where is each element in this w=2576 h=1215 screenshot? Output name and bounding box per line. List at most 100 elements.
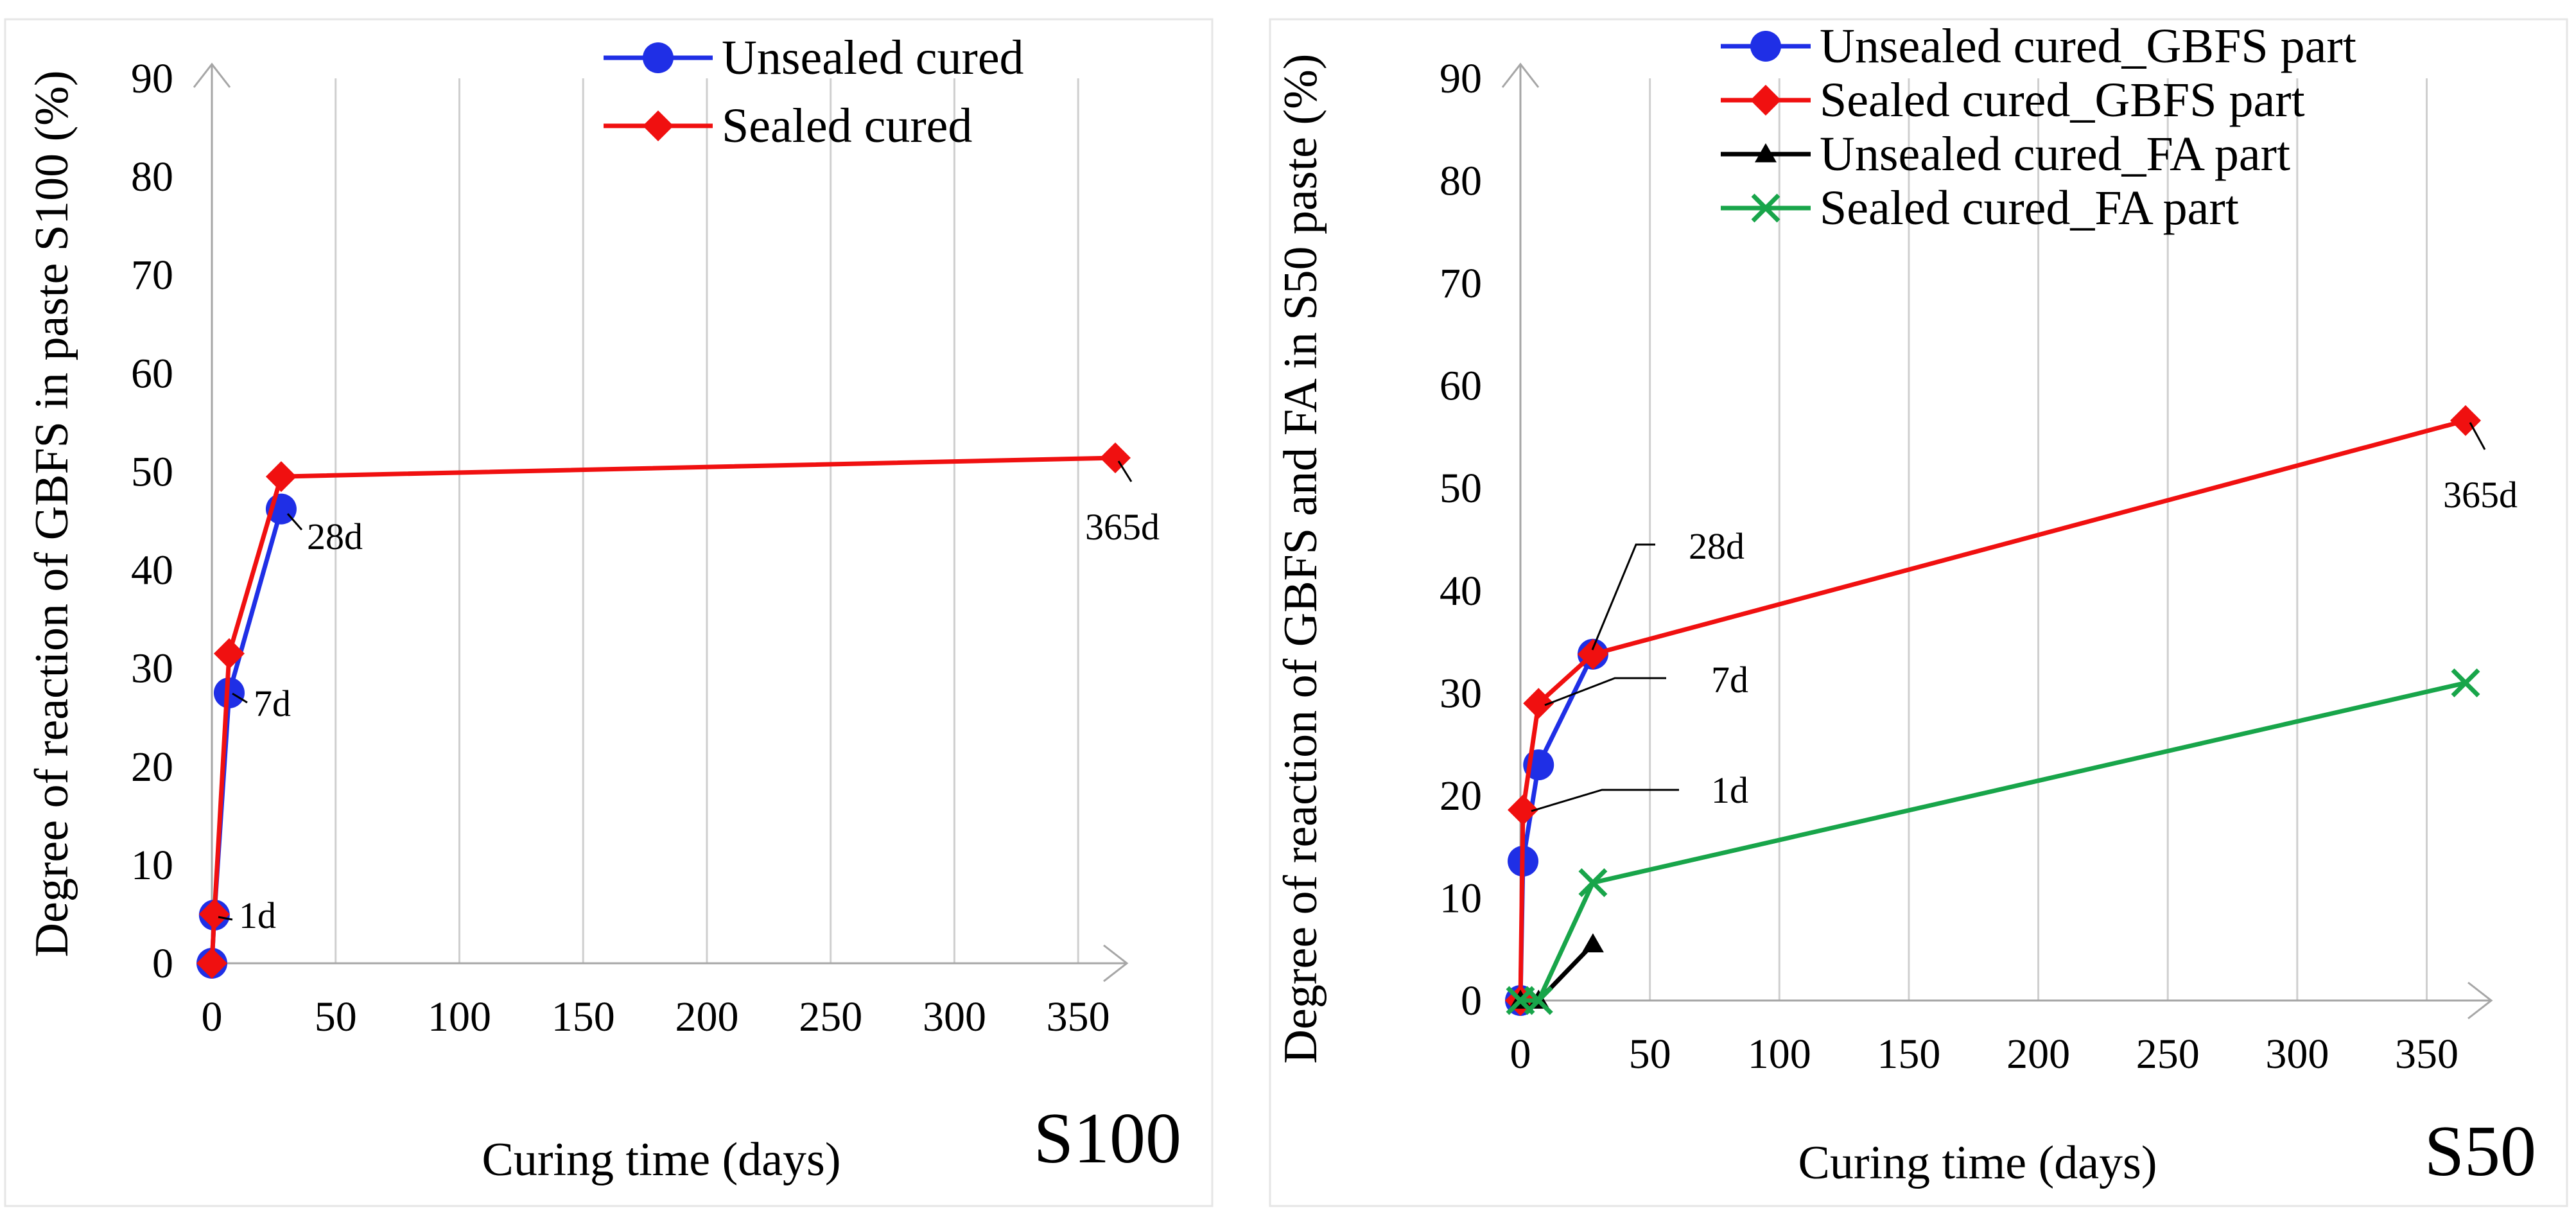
chart-panel-s100: 0 50 100 150 200 250 300 350 0 10 20 30 40 50 60 70 80 9…	[4, 18, 1214, 1207]
data-point	[265, 461, 297, 493]
y-tick-label: 30	[131, 645, 173, 692]
data-point	[198, 898, 230, 930]
x-tick-label: 150	[1877, 1031, 1940, 1078]
y-tick-label: 40	[1440, 568, 1482, 615]
x-axis-arrow	[2467, 981, 2493, 1020]
annotation-leader	[218, 916, 233, 921]
annotation-leader	[1591, 543, 1655, 651]
y-tick-label: 80	[1440, 158, 1482, 205]
y-tick-label: 50	[1440, 465, 1482, 512]
annotation-leader	[1544, 677, 1666, 706]
data-point	[1508, 794, 1539, 826]
data-point	[1524, 986, 1553, 1015]
y-tick-label: 70	[1440, 260, 1482, 307]
data-point	[1755, 143, 1777, 162]
x-axis-title: Curing time (days)	[1798, 1137, 2157, 1189]
data-point	[1578, 868, 1608, 897]
y-tick-label: 60	[1440, 363, 1482, 410]
annotation-label: 7d	[1711, 659, 1748, 701]
series-sealed-cured-gbfs-part	[1505, 405, 2481, 1016]
annotation-label: 28d	[307, 516, 363, 557]
x-tick-label: 50	[1629, 1031, 1671, 1078]
x-axis-arrow	[1103, 944, 1129, 983]
annotation-label: 1d	[239, 895, 276, 936]
legend-entry: Unsealed cured	[604, 31, 1024, 85]
x-tick-label: 100	[1748, 1031, 1811, 1078]
annotation-leader	[286, 513, 303, 530]
annotation-label: 7d	[254, 683, 291, 724]
annotation-leader	[232, 692, 248, 704]
x-tick-label: 50	[315, 993, 357, 1040]
legend-entry: Sealed cured	[604, 99, 972, 153]
data-point	[1581, 933, 1604, 952]
y-tick-label: 90	[131, 55, 173, 102]
x-tick-label: 0	[202, 993, 223, 1040]
y-tick-label: 60	[131, 350, 173, 397]
legend-label: Unsealed cured_FA part	[1820, 127, 2290, 181]
legend-entry: Sealed cured_GBFS part	[1721, 73, 2305, 127]
annotation-leader	[1117, 460, 1133, 482]
annotation-label: 28d	[1689, 525, 1745, 567]
data-point	[643, 42, 674, 73]
annotation-label: 1d	[1711, 769, 1748, 811]
x-tick-label: 250	[2136, 1031, 2200, 1078]
x-tick-label: 300	[923, 993, 986, 1040]
data-point	[2450, 405, 2481, 436]
y-tick-label: 40	[131, 547, 173, 594]
x-tick-label: 350	[2395, 1031, 2459, 1078]
data-point	[1750, 85, 1781, 116]
y-tick-label: 50	[131, 448, 173, 495]
panel-label: S50	[2424, 1112, 2536, 1191]
x-tick-label: 300	[2265, 1031, 2329, 1078]
legend-label: Sealed cured_GBFS part	[1820, 73, 2305, 127]
legend-entry: Unsealed cured_FA part	[1721, 127, 2290, 181]
y-tick-label: 10	[1440, 875, 1482, 922]
x-tick-label: 100	[428, 993, 491, 1040]
data-point	[1577, 638, 1608, 670]
x-tick-label: 200	[675, 993, 738, 1040]
data-point	[1751, 193, 1780, 223]
legend-entry: Sealed cured_FA part	[1721, 181, 2239, 235]
y-tick-label: 80	[131, 153, 173, 200]
series-line	[1520, 680, 2466, 1003]
legend-label: Sealed cured_FA part	[1820, 181, 2239, 235]
annotation-label: 365d	[1085, 506, 1160, 548]
x-tick-label: 250	[799, 993, 862, 1040]
y-tick-label: 10	[131, 842, 173, 889]
y-axis-title: Degree of reaction of GBFS in paste S100…	[26, 71, 78, 957]
y-axis-arrow	[193, 62, 231, 88]
y-tick-label: 0	[1461, 977, 1482, 1024]
x-tick-label: 150	[552, 993, 615, 1040]
y-tick-label: 20	[1440, 773, 1482, 819]
data-point	[1523, 688, 1554, 719]
y-tick-label: 20	[131, 744, 173, 791]
y-axis-arrow	[1501, 62, 1540, 88]
data-point	[1100, 442, 1131, 474]
legend-label: Unsealed cured_GBFS part	[1820, 19, 2356, 73]
y-tick-label: 0	[152, 940, 173, 987]
x-tick-label: 350	[1047, 993, 1110, 1040]
panel-label: S100	[1034, 1099, 1181, 1178]
x-axis-title: Curing time (days)	[482, 1133, 840, 1186]
chart-panel-s50: 0 50 100 150 200 250 300 350 0 10 20 30 40 50 60 70 80 9…	[1269, 18, 2568, 1207]
data-point	[213, 638, 245, 669]
annotation-label: 365d	[2443, 474, 2518, 516]
data-point	[1750, 31, 1781, 62]
y-tick-label: 30	[1440, 670, 1482, 717]
annotation-leader	[2469, 422, 2486, 450]
data-point	[643, 110, 674, 141]
series-sealed-cured	[196, 442, 1131, 979]
legend-label: Sealed cured	[722, 99, 972, 153]
annotation-leader	[1531, 789, 1679, 812]
legend-label: Unsealed cured	[722, 31, 1024, 85]
legend-entry: Unsealed cured_GBFS part	[1721, 19, 2356, 73]
data-point	[196, 948, 227, 979]
x-tick-label: 0	[1510, 1031, 1531, 1078]
y-axis-title: Degree of reaction of GBFS and FA in S50…	[1275, 54, 1327, 1064]
series-sealed-cured-fa-part	[1506, 668, 2480, 1015]
y-tick-label: 90	[1440, 55, 1482, 102]
data-point	[2451, 668, 2480, 697]
y-tick-label: 70	[131, 252, 173, 299]
x-tick-label: 200	[2006, 1031, 2070, 1078]
